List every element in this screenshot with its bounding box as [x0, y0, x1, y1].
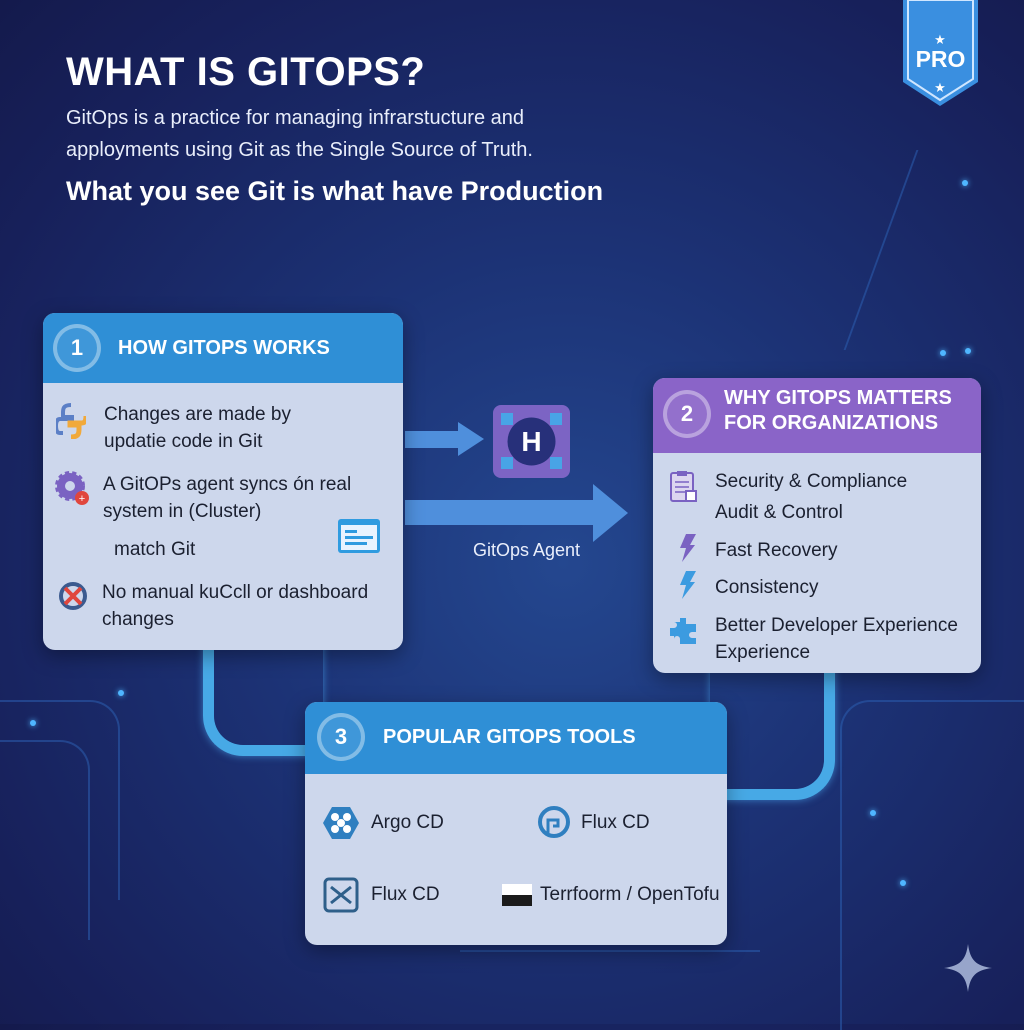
pro-badge-label: PRO: [915, 46, 966, 72]
gear-agent-icon: +: [55, 471, 91, 512]
card-popular-tools: 3 POPULAR GITOPS TOOLS Argo CD Flux CD F…: [305, 702, 727, 945]
circuit-dot: [870, 810, 876, 816]
flow-arrows: [405, 422, 628, 542]
python-icon: [53, 403, 89, 444]
sparkle-icon: [944, 944, 992, 992]
svg-text:+: +: [79, 493, 85, 505]
card-header: 1 HOW GITOPS WORKS: [43, 313, 403, 383]
tagline: What you see Git is what have Production: [66, 176, 604, 206]
card-title: WHY GITOPS MATTERS FOR ORGANIZATIONS: [724, 386, 952, 436]
item-line: Experience: [715, 642, 811, 663]
step-number: 1: [53, 324, 101, 372]
title-line: FOR ORGANIZATIONS: [724, 412, 939, 434]
arrow-to-agent: [405, 422, 484, 456]
how-item-2: A GitOPs agent syncs ón real system in (C…: [103, 471, 351, 525]
circuit-dot: [900, 880, 906, 886]
page-title: WHAT IS GITOPS?: [66, 50, 426, 94]
tool-argo-cd: Argo CD: [371, 812, 444, 833]
arrow-to-organizations: [405, 484, 628, 542]
circuit-dot: [962, 180, 968, 186]
item-line: Security & Compliance: [715, 471, 908, 492]
circuit-line: [460, 950, 760, 1030]
card-header: 3 POPULAR GITOPS TOOLS: [305, 702, 727, 774]
gitops-agent-icon: H: [493, 405, 570, 478]
lightning-blue-icon: [678, 571, 698, 604]
why-item-1: Security & Compliance Audit & Control: [715, 468, 907, 526]
title-line: WHY GITOPS MATTERS: [724, 387, 952, 409]
pro-badge: ★ ★ PRO: [903, 0, 978, 106]
step-number: 2: [663, 390, 711, 438]
circuit-dot: [118, 690, 124, 696]
svg-text:★: ★: [934, 80, 946, 95]
description-line-1: GitOps is a practice for managing infrar…: [66, 107, 524, 129]
item-line: system in (Cluster): [103, 501, 262, 522]
item-line: No manual kuCcll or dashboard: [102, 582, 369, 603]
item-line: Better Developer Experience: [715, 615, 958, 636]
clipboard-icon: [669, 470, 699, 509]
connector-line: [203, 640, 323, 756]
circuit-dot: [965, 348, 971, 354]
item-line: Audit & Control: [715, 502, 843, 523]
circuit-dot: [30, 720, 36, 726]
lightning-purple-icon: [678, 534, 698, 567]
window-icon: [337, 518, 381, 559]
tool-flux-cd: Flux CD: [581, 812, 650, 833]
svg-text:H: H: [521, 426, 541, 457]
circuit-line: [840, 700, 1024, 1030]
card-why-gitops-matters: 2 WHY GITOPS MATTERS FOR ORGANIZATIONS Se…: [653, 378, 981, 673]
gitops-agent-label: GitOps Agent: [473, 540, 581, 560]
circuit-line: [843, 150, 1024, 350]
how-item-3: match Git: [114, 539, 196, 560]
item-line: A GitOPs agent syncs ón real: [103, 474, 352, 495]
ribbon-icon: ★★: [903, 0, 978, 106]
why-item-3: Consistency: [715, 577, 819, 598]
tool-flux-cd-2: Flux CD: [371, 884, 440, 905]
card-how-gitops-works: 1 HOW GITOPS WORKS Changes are made by up…: [43, 313, 403, 650]
card-header: 2 WHY GITOPS MATTERS FOR ORGANIZATIONS: [653, 378, 981, 453]
flux-cd-icon: [323, 877, 359, 918]
card-title: HOW GITOPS WORKS: [118, 337, 330, 359]
item-line: changes: [102, 609, 174, 630]
step-number: 3: [317, 713, 365, 761]
terraform-icon: [502, 884, 532, 911]
circuit-line: [0, 740, 90, 940]
flux-cd-chat-icon: [537, 806, 571, 847]
how-item-4: No manual kuCcll or dashboard changes: [102, 579, 368, 633]
how-item-1: Changes are made by updatie code in Git: [104, 401, 291, 455]
circuit-dot: [940, 350, 946, 356]
svg-text:★: ★: [934, 32, 946, 47]
why-item-2: Fast Recovery: [715, 540, 838, 561]
description-line-2: apployments using Git as the Single Sour…: [66, 139, 533, 161]
argo-cd-icon: [323, 807, 359, 844]
circuit-line: [0, 700, 120, 900]
item-line: updatie code in Git: [104, 431, 263, 452]
why-item-4: Better Developer Experience Experience: [715, 612, 958, 666]
puzzle-icon: [668, 614, 702, 651]
connector-line: [710, 665, 835, 800]
card-title: POPULAR GITOPS TOOLS: [383, 726, 636, 748]
item-line: Changes are made by: [104, 404, 291, 425]
no-manual-icon: [58, 581, 88, 616]
tool-terraform: Terrfoorm / OpenTofu: [540, 884, 720, 905]
